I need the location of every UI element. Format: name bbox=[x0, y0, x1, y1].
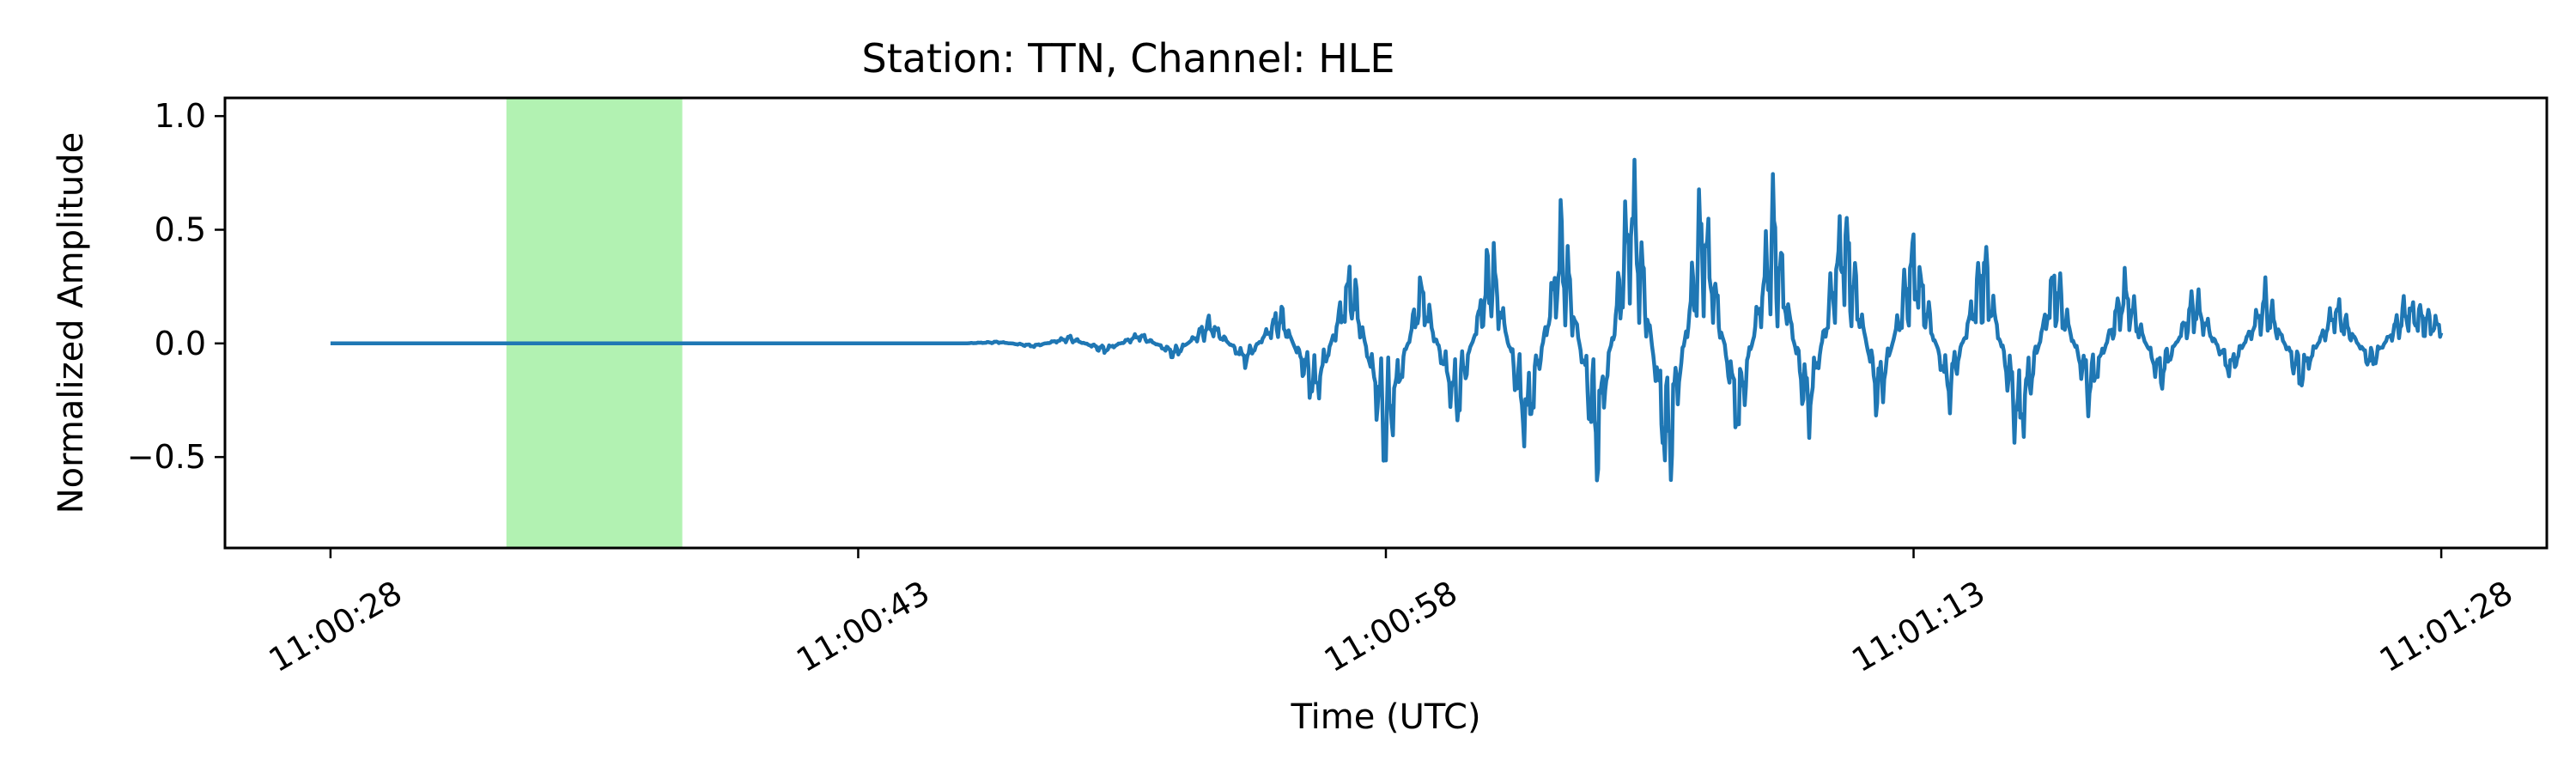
y-axis-ticks: 1.0 0.5 0.0 −0.5 bbox=[127, 97, 225, 476]
y-tick-label: 1.0 bbox=[155, 97, 206, 135]
y-tick-label: −0.5 bbox=[127, 438, 206, 476]
y-tick-label: 0.5 bbox=[155, 210, 206, 248]
y-axis-label: Normalized Amplitude bbox=[52, 132, 91, 514]
highlight-window bbox=[506, 98, 683, 548]
y-tick-label: 0.0 bbox=[155, 325, 206, 362]
x-axis-label: Time (UTC) bbox=[1290, 697, 1480, 737]
chart-title: Station: TTN, Channel: HLE bbox=[862, 35, 1395, 82]
seismic-trace-line bbox=[330, 157, 2444, 483]
